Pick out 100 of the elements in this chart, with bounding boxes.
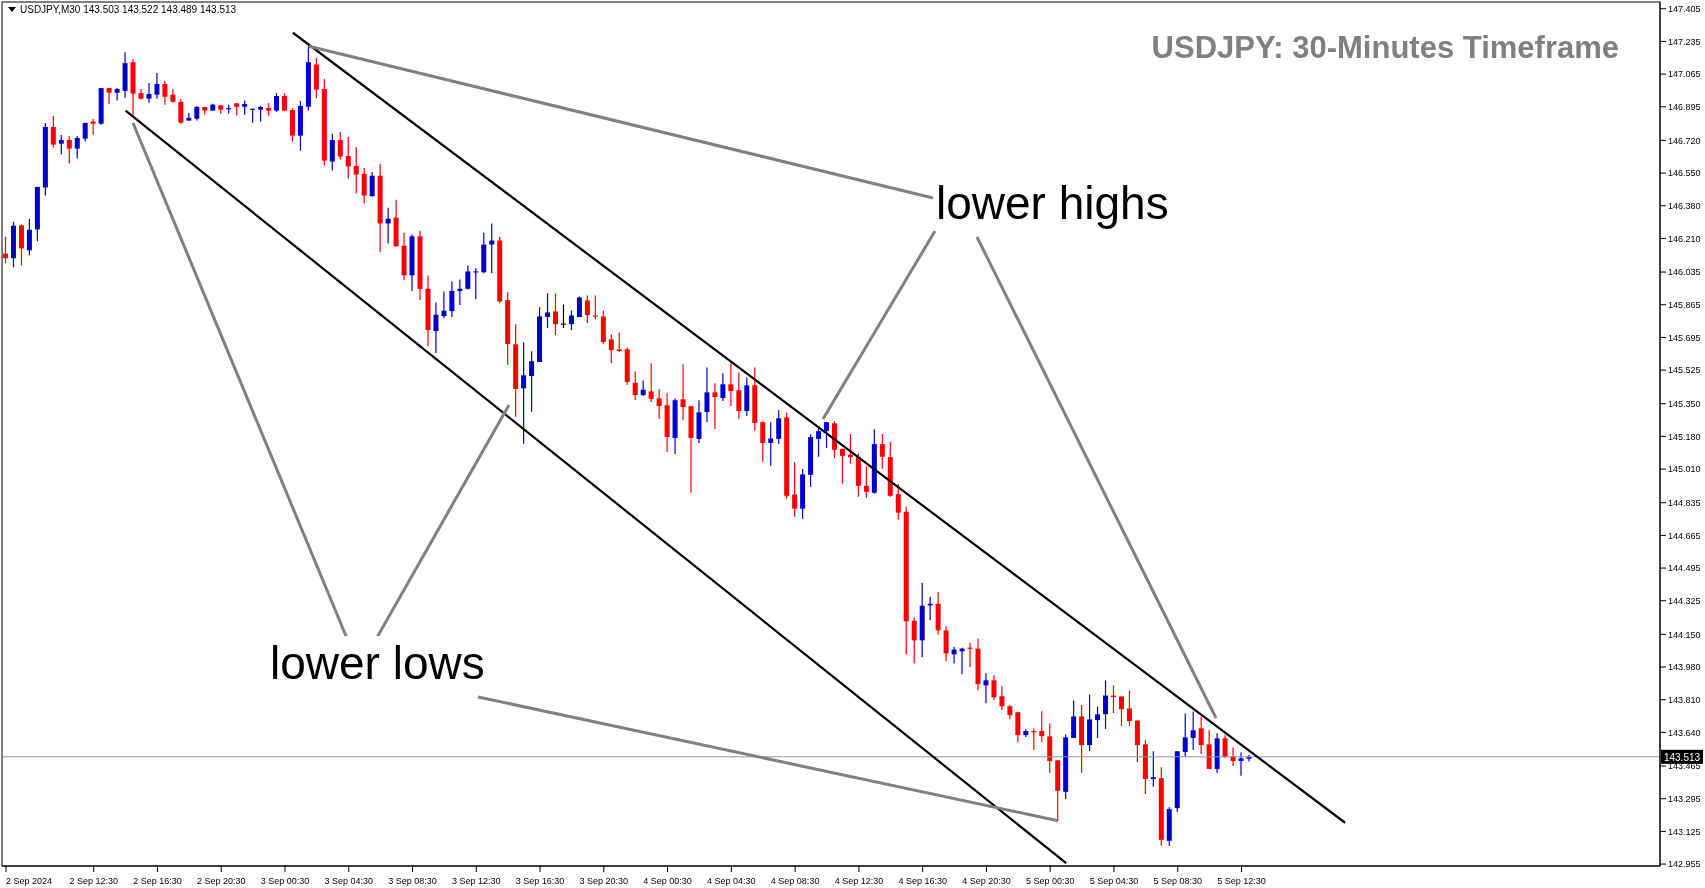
- ref-line-label: 143.513: [1663, 751, 1701, 763]
- candlestick: [736, 371, 742, 420]
- candlestick: [1015, 711, 1021, 743]
- candlestick: [1103, 679, 1109, 730]
- y-tick-label: 143.810: [1668, 694, 1701, 705]
- candlestick: [353, 146, 359, 195]
- y-tick-label: 144.150: [1668, 629, 1701, 640]
- candlestick: [521, 341, 527, 445]
- y-tick-label: 143.465: [1668, 761, 1701, 772]
- candlestick: [18, 223, 24, 266]
- y-tick-label: 146.035: [1668, 267, 1701, 278]
- candlestick: [1039, 710, 1045, 743]
- y-tick-label: 146.550: [1668, 168, 1701, 179]
- candlestick: [999, 685, 1005, 711]
- candlestick: [1182, 712, 1188, 758]
- candlestick: [648, 362, 654, 403]
- annotation: lower lows: [270, 636, 485, 690]
- candlestick: [369, 171, 375, 198]
- candlestick: [632, 370, 638, 401]
- candlestick: [1118, 695, 1124, 727]
- candlestick: [1190, 710, 1196, 751]
- candlestick: [441, 290, 447, 319]
- candlestick: [162, 80, 168, 106]
- y-tick-label: 145.695: [1668, 332, 1701, 343]
- y-tick-label: 145.350: [1668, 398, 1701, 409]
- y-tick-label: 145.180: [1668, 431, 1701, 442]
- y-tick-label: 146.720: [1668, 135, 1701, 146]
- y-tick-label: 144.325: [1668, 595, 1701, 606]
- candlestick: [178, 98, 184, 125]
- candlestick: [728, 362, 734, 407]
- y-tick-label: 144.835: [1668, 497, 1701, 508]
- candlestick: [74, 135, 80, 160]
- candlestick: [114, 87, 120, 102]
- candlestick: [1222, 734, 1228, 759]
- y-tick-label: 143.125: [1668, 826, 1701, 837]
- x-tick-label: 4 Sep 12:30: [834, 876, 884, 886]
- x-tick-label: 2 Sep 2024: [5, 876, 53, 886]
- y-tick-label: 146.895: [1668, 101, 1701, 112]
- candlestick: [154, 72, 160, 100]
- candlestick: [553, 292, 559, 336]
- x-tick-label: 4 Sep 04:30: [707, 876, 756, 886]
- x-tick-label: 5 Sep 04:30: [1089, 876, 1139, 886]
- candlestick: [146, 82, 152, 104]
- candlestick: [66, 135, 72, 165]
- x-tick-label: 3 Sep 12:30: [452, 876, 501, 886]
- y-tick-label: 142.955: [1668, 859, 1701, 870]
- candlestick: [776, 409, 782, 445]
- x-tick-label: 5 Sep 12:30: [1217, 876, 1266, 886]
- x-tick-label: 3 Sep 16:30: [515, 876, 565, 886]
- x-tick-label: 5 Sep 00:30: [1025, 876, 1075, 886]
- y-tick-label: 147.065: [1668, 69, 1701, 80]
- candlestick: [839, 448, 845, 485]
- candlestick: [863, 465, 869, 499]
- candlestick: [1071, 699, 1077, 739]
- candlestick: [26, 218, 32, 256]
- candlestick: [991, 674, 997, 701]
- candlestick: [1198, 715, 1204, 755]
- candlestick: [584, 294, 590, 324]
- candlestick: [704, 366, 710, 423]
- y-tick-label: 145.010: [1668, 464, 1701, 475]
- y-tick-label: 143.640: [1668, 727, 1701, 738]
- candlestick: [433, 301, 439, 354]
- y-tick-label: 146.210: [1668, 233, 1701, 244]
- x-tick-label: 4 Sep 16:30: [898, 876, 947, 886]
- candlestick: [361, 167, 367, 205]
- candlestick: [656, 388, 662, 420]
- candlestick: [568, 309, 574, 331]
- candlestick: [465, 264, 471, 291]
- x-tick-label: 2 Sep 20:30: [196, 876, 246, 886]
- candlestick: [58, 134, 64, 156]
- x-tick-label: 5 Sep 08:30: [1153, 876, 1203, 886]
- candlestick: [489, 223, 495, 274]
- candlestick: [680, 363, 686, 421]
- candlestick: [50, 115, 56, 149]
- candlestick: [720, 372, 726, 402]
- candlestick: [274, 92, 280, 113]
- candlestick: [983, 672, 989, 704]
- y-tick-label: 145.525: [1668, 365, 1701, 376]
- candlestick: [608, 333, 614, 364]
- candlestick: [1150, 750, 1156, 788]
- candlestick: [895, 483, 901, 521]
- x-tick-label: 4 Sep 00:30: [643, 876, 692, 886]
- y-tick-label: 147.235: [1668, 36, 1701, 47]
- candlestick: [106, 87, 112, 105]
- candlestick: [545, 292, 551, 329]
- y-tick-label: 145.865: [1668, 299, 1701, 310]
- candlestick: [329, 133, 335, 172]
- x-tick-label: 3 Sep 00:30: [260, 876, 310, 886]
- x-tick-label: 3 Sep 20:30: [579, 876, 629, 886]
- x-tick-label: 3 Sep 04:30: [324, 876, 374, 886]
- x-tick-label: 2 Sep 16:30: [133, 876, 182, 886]
- candlestick: [824, 421, 830, 449]
- candlestick: [1095, 705, 1101, 739]
- x-tick-label: 2 Sep 12:30: [69, 876, 118, 886]
- candlestick: [1126, 689, 1132, 727]
- candlestick: [616, 331, 622, 353]
- candlestick: [943, 625, 949, 662]
- candlestick: [345, 136, 351, 180]
- y-tick-label: 144.495: [1668, 563, 1701, 574]
- text: USDJPY: 30-Minutes Timeframe: [1151, 30, 1619, 66]
